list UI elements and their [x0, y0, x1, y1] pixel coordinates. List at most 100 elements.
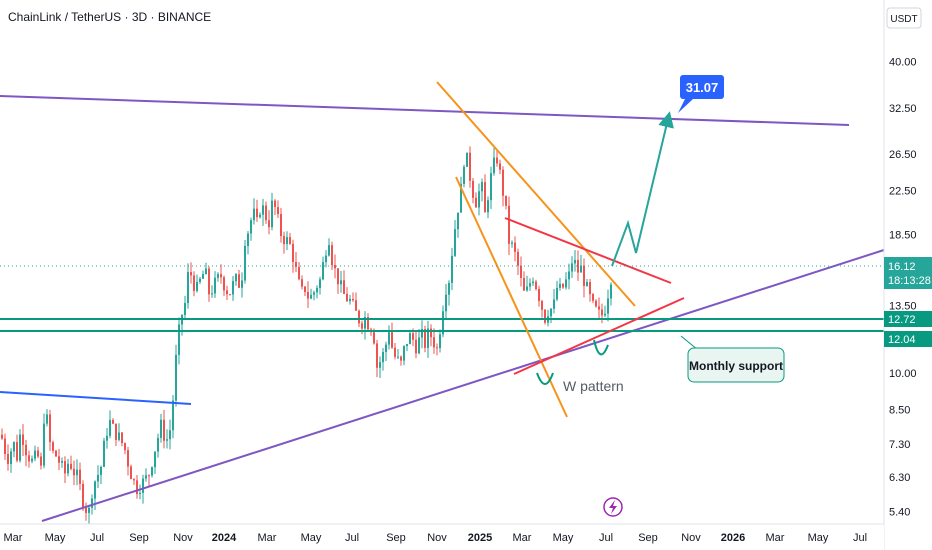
wedge-lower-line[interactable]	[455, 176, 568, 418]
candle-body	[382, 351, 384, 363]
x-tick-label: 2024	[212, 532, 237, 544]
candle-body	[520, 265, 522, 278]
price-axis[interactable]: USDT 5.406.307.308.5010.0011.5013.5015.5…	[883, 0, 932, 550]
candle-body	[508, 205, 510, 244]
candle-body	[340, 280, 342, 285]
candle-body	[313, 292, 315, 295]
candle	[232, 276, 234, 301]
candle-body	[346, 293, 348, 302]
rising-support-trendline[interactable]	[41, 249, 885, 522]
candle-body	[493, 157, 495, 174]
candle-body	[355, 300, 357, 311]
monthly-support-callout[interactable]: Monthly support	[680, 335, 785, 383]
candle-body	[343, 280, 345, 294]
candle-body	[532, 281, 534, 284]
candle-body	[361, 323, 363, 329]
candle-body	[34, 450, 36, 459]
candle-body	[118, 432, 120, 440]
candle	[367, 313, 369, 331]
candle	[109, 410, 111, 439]
candle	[352, 292, 354, 302]
candle	[532, 277, 534, 286]
candle-body	[184, 303, 186, 315]
candle	[337, 268, 339, 294]
candle	[70, 455, 72, 471]
candle	[199, 276, 201, 285]
candle-body	[514, 242, 516, 252]
level-tag-lower: 12.04	[884, 331, 932, 347]
candle-body	[7, 454, 9, 464]
candle	[94, 480, 96, 510]
candle	[202, 270, 204, 279]
red-resistance-line[interactable]	[504, 217, 672, 284]
candle	[136, 475, 138, 499]
lightning-icon[interactable]	[603, 497, 623, 517]
candle	[46, 409, 48, 427]
candle	[16, 434, 18, 463]
candle-body	[22, 434, 24, 445]
y-tick-label: 7.30	[889, 439, 910, 451]
candle-body	[418, 337, 420, 354]
candle-body	[121, 432, 123, 444]
candle-body	[535, 281, 537, 289]
target-badge[interactable]: 31.07	[678, 75, 724, 113]
candle-body	[592, 294, 594, 301]
candle	[205, 262, 207, 275]
upper-resistance-line[interactable]	[0, 95, 850, 126]
old-resistance-line[interactable]	[0, 391, 192, 405]
candle-body	[142, 478, 144, 493]
candle-body	[487, 200, 489, 213]
candle-body	[316, 287, 318, 293]
candle	[28, 450, 30, 468]
candle-body	[271, 200, 273, 228]
wedge-upper-line[interactable]	[436, 81, 636, 307]
candle-body	[202, 274, 204, 279]
candle-body	[58, 456, 60, 463]
currency-box[interactable]: USDT	[886, 7, 922, 29]
candle-body	[553, 299, 555, 309]
candle-body	[469, 152, 471, 181]
candle-body	[4, 438, 6, 455]
candle	[247, 230, 249, 255]
candle	[283, 231, 285, 254]
y-tick-label: 8.50	[889, 405, 910, 417]
candle	[187, 263, 189, 309]
candle	[427, 320, 429, 358]
candle-body	[550, 308, 552, 317]
candle-body	[463, 166, 465, 185]
candle	[541, 299, 543, 318]
candle-body	[124, 443, 126, 451]
time-axis[interactable]: Mar May Jul Sep Nov 2024 Mar May Jul Sep Nov 2025 Ma…	[0, 523, 884, 550]
candle-body	[568, 271, 570, 280]
candle	[175, 344, 177, 407]
candle-body	[199, 278, 201, 282]
symbol-title: ChainLink / TetherUS · 3D · BINANCE	[8, 10, 211, 24]
w-pattern-curve-right	[593, 339, 609, 356]
candle-body	[322, 262, 324, 280]
candle	[499, 159, 501, 175]
candle	[484, 174, 486, 213]
candle	[265, 201, 267, 224]
candle-body	[328, 245, 330, 256]
candle	[193, 271, 195, 297]
candle	[106, 428, 108, 449]
candle-body	[85, 506, 87, 513]
red-support-line[interactable]	[513, 297, 685, 375]
candle	[577, 250, 579, 281]
candle	[481, 178, 483, 202]
candle	[580, 254, 582, 273]
x-tick-label: 2025	[468, 532, 492, 544]
candle-body	[232, 281, 234, 295]
candle-body	[235, 274, 237, 282]
candle	[472, 177, 474, 204]
candle-body	[25, 444, 27, 456]
candle-body	[529, 283, 531, 287]
projection-path[interactable]	[611, 111, 674, 267]
candle	[277, 200, 279, 218]
candle-body	[481, 182, 483, 192]
x-tick-label: Sep	[129, 532, 149, 544]
candle-body	[76, 469, 78, 476]
candle-body	[604, 313, 606, 316]
